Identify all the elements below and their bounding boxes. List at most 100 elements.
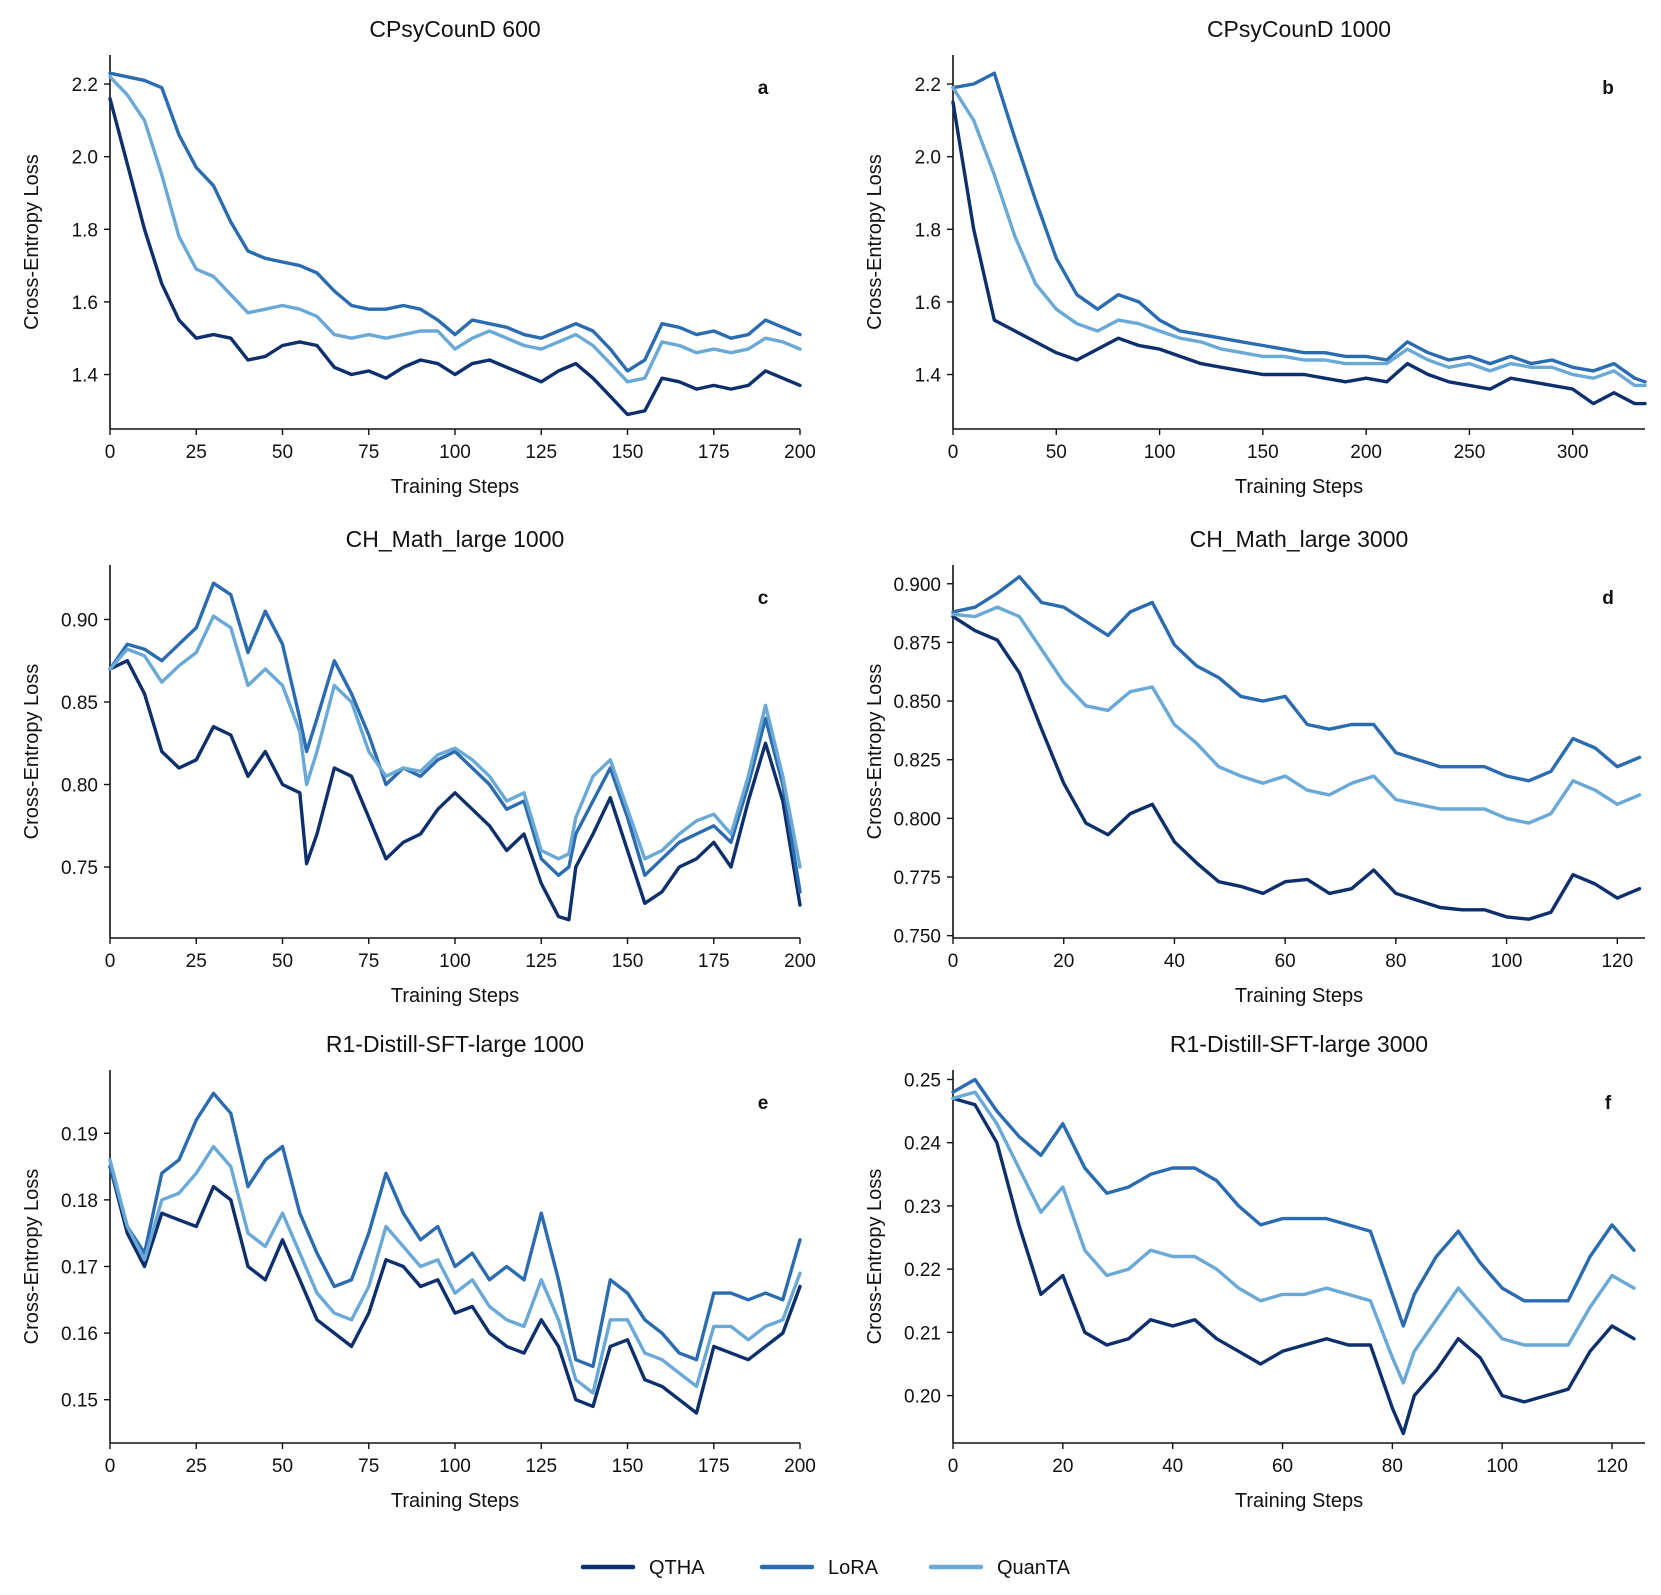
x-tick-label: 120 <box>1596 1456 1628 1477</box>
x-tick-label: 40 <box>1162 1456 1183 1477</box>
y-tick-label: 0.21 <box>904 1323 941 1344</box>
panel-label: f <box>1605 1093 1612 1114</box>
series-line-qtha <box>108 96 802 417</box>
panel-label: a <box>758 78 769 99</box>
x-tick-label: 0 <box>948 1456 959 1477</box>
x-tick-label: 200 <box>784 951 816 972</box>
series-line-lora <box>108 71 802 373</box>
x-tick-label: 100 <box>1491 951 1523 972</box>
x-tick-label: 0 <box>105 442 116 463</box>
series-line-qtha <box>108 659 802 922</box>
panel-title: CH_Math_large 3000 <box>1190 526 1409 552</box>
legend-label: LoRA <box>828 1557 879 1579</box>
x-tick-label: 0 <box>105 951 116 972</box>
x-tick-label: 60 <box>1275 951 1296 972</box>
x-tick-label: 0 <box>105 1456 116 1477</box>
y-tick-label: 0.24 <box>904 1134 941 1155</box>
y-axis-label: Cross-Entropy Loss <box>864 154 886 330</box>
x-tick-label: 50 <box>272 1456 293 1477</box>
x-tick-label: 250 <box>1454 442 1486 463</box>
panel-title: CPsyCounD 600 <box>369 16 540 42</box>
y-axis-label: Cross-Entropy Loss <box>864 664 886 840</box>
series-line-qtha <box>108 1164 802 1415</box>
y-tick-label: 0.85 <box>61 693 98 714</box>
y-tick-label: 0.18 <box>61 1191 98 1212</box>
y-tick-label: 0.850 <box>893 692 941 713</box>
y-tick-label: 1.4 <box>72 366 99 387</box>
x-tick-label: 150 <box>612 951 644 972</box>
y-tick-label: 2.2 <box>72 75 98 96</box>
y-tick-label: 1.6 <box>72 293 98 314</box>
x-tick-label: 20 <box>1053 951 1074 972</box>
x-tick-label: 100 <box>439 1456 471 1477</box>
series-line-lora <box>108 581 802 894</box>
x-tick-label: 100 <box>1486 1456 1518 1477</box>
x-tick-label: 200 <box>784 1456 816 1477</box>
y-axis-label: Cross-Entropy Loss <box>21 664 43 840</box>
y-axis-label: Cross-Entropy Loss <box>21 154 43 330</box>
y-tick-label: 1.4 <box>915 366 942 387</box>
legend-item-quanta: QuanTA <box>928 1557 1071 1579</box>
panel-e: R1-Distill-SFT-large 1000 e 0 25 50 75 100 125 1… <box>21 1031 816 1512</box>
y-tick-label: 0.900 <box>893 575 941 596</box>
x-tick-label: 20 <box>1052 1456 1073 1477</box>
y-tick-label: 0.23 <box>904 1197 941 1218</box>
panel-f: R1-Distill-SFT-large 3000 f 0 20 40 60 80 100 12… <box>864 1031 1645 1512</box>
y-tick-label: 0.17 <box>61 1257 98 1278</box>
x-tick-label: 25 <box>186 1456 207 1477</box>
series-line-qtha <box>951 614 1642 921</box>
panel-d: CH_Math_large 3000 d 0 20 40 60 80 100 120 0.750 0… <box>864 526 1645 1007</box>
y-tick-label: 1.8 <box>915 220 941 241</box>
x-axis-label: Training Steps <box>391 985 519 1007</box>
legend-label: QTHA <box>649 1557 705 1579</box>
x-tick-label: 50 <box>272 442 293 463</box>
series-line-lora <box>108 1091 802 1369</box>
x-tick-label: 25 <box>186 442 207 463</box>
x-tick-label: 175 <box>698 1456 730 1477</box>
panel-label: d <box>1602 588 1614 609</box>
x-tick-label: 175 <box>698 442 730 463</box>
x-tick-label: 60 <box>1272 1456 1293 1477</box>
panel-title: CH_Math_large 1000 <box>346 526 565 552</box>
x-tick-label: 120 <box>1601 951 1633 972</box>
legend-label: QuanTA <box>997 1557 1071 1579</box>
x-tick-label: 100 <box>439 442 471 463</box>
series-line-quanta <box>951 605 1642 825</box>
y-tick-label: 0.22 <box>904 1260 941 1281</box>
series-line-quanta <box>108 1144 802 1395</box>
panel-label: e <box>758 1093 769 1114</box>
x-tick-label: 0 <box>948 442 959 463</box>
series-line-qtha <box>951 1096 1636 1436</box>
panel-title: R1-Distill-SFT-large 3000 <box>1170 1031 1428 1057</box>
x-tick-label: 75 <box>358 442 379 463</box>
panel-a: CPsyCounD 600 a 0 25 50 75 100 125 150 175 200 1.4 1… <box>21 16 816 498</box>
series-line-qtha <box>951 100 1647 406</box>
series-line-lora <box>951 575 1642 783</box>
series-line-lora <box>951 1077 1636 1328</box>
x-axis-label: Training Steps <box>391 476 519 498</box>
x-tick-label: 150 <box>1247 442 1279 463</box>
y-tick-label: 0.25 <box>904 1070 941 1091</box>
y-tick-label: 0.750 <box>893 927 941 948</box>
x-tick-label: 75 <box>358 951 379 972</box>
panel-label: b <box>1602 78 1614 99</box>
y-tick-label: 0.80 <box>61 776 98 797</box>
x-tick-label: 80 <box>1382 1456 1403 1477</box>
panel-title: CPsyCounD 1000 <box>1207 16 1391 42</box>
x-axis-label: Training Steps <box>1235 1490 1363 1512</box>
legend-item-qtha: QTHA <box>580 1557 705 1579</box>
x-tick-label: 25 <box>186 951 207 972</box>
series-line-lora <box>951 71 1647 384</box>
x-tick-label: 125 <box>525 1456 557 1477</box>
y-tick-label: 2.2 <box>915 75 941 96</box>
x-tick-label: 100 <box>1144 442 1176 463</box>
y-tick-label: 0.16 <box>61 1324 98 1345</box>
series-line-quanta <box>108 614 802 869</box>
y-tick-label: 2.0 <box>915 148 941 169</box>
series-line-quanta <box>108 75 802 384</box>
x-tick-label: 0 <box>948 951 959 972</box>
x-axis-label: Training Steps <box>1235 985 1363 1007</box>
x-axis-label: Training Steps <box>1235 476 1363 498</box>
y-tick-label: 0.75 <box>61 858 98 879</box>
